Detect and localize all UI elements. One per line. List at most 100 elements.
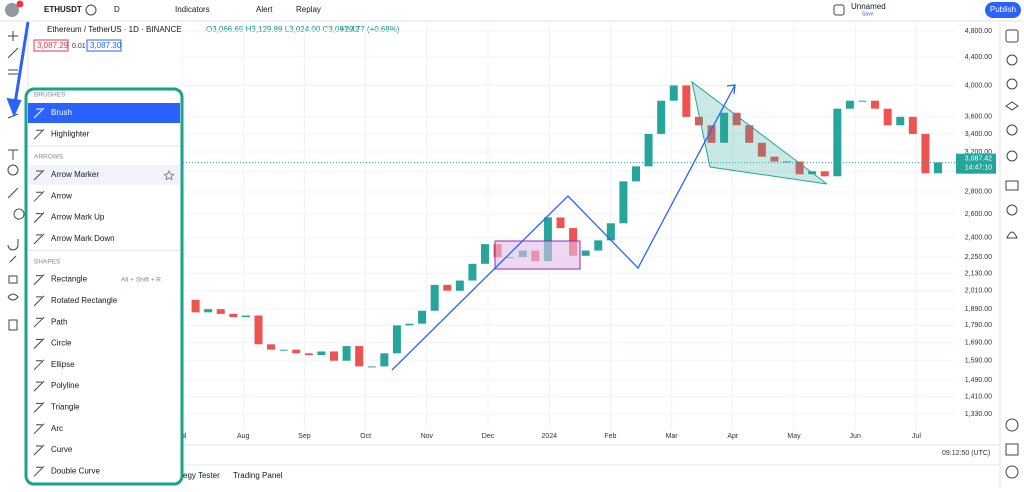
tool-icon xyxy=(33,274,45,285)
bid-box[interactable] xyxy=(33,39,69,52)
price-tick-label: 1,330.00 xyxy=(965,411,992,418)
favorite-star[interactable] xyxy=(163,169,175,181)
countdown: 14:47:10 xyxy=(965,165,992,172)
tool-item[interactable]: Arrow Mark Down xyxy=(51,234,115,243)
time-tick-label: Oct xyxy=(360,433,371,440)
candle xyxy=(858,100,867,102)
candle xyxy=(921,133,930,174)
price-chart: 4,800.00 4,400.00 4,000.00 3,600.00 3,400.00… xyxy=(178,22,996,440)
tool-item[interactable]: Rectangle xyxy=(51,275,88,284)
candle xyxy=(657,100,666,134)
candle xyxy=(883,108,892,126)
price-tick-label: 2,010.00 xyxy=(965,288,992,295)
candle xyxy=(241,315,250,318)
candle xyxy=(468,263,477,281)
indicators-btn[interactable]: Indicators xyxy=(175,5,210,14)
interval[interactable]: D xyxy=(114,5,120,14)
add-symbol[interactable] xyxy=(85,4,97,16)
candle xyxy=(934,162,942,174)
candle xyxy=(820,171,829,177)
tool-icon xyxy=(33,402,45,413)
price-tick-label: 1,490.00 xyxy=(965,377,992,384)
candle xyxy=(669,85,678,101)
tool-item[interactable]: Arrow Marker xyxy=(51,170,99,179)
tool-icon xyxy=(33,190,45,202)
candle xyxy=(229,313,238,318)
candle xyxy=(304,353,313,356)
candle xyxy=(632,166,640,182)
triangle-drawing[interactable] xyxy=(691,80,828,185)
change: +20.77 (+0.68%) xyxy=(340,25,400,34)
layout-status: Save xyxy=(862,11,874,17)
candle xyxy=(380,353,389,367)
price-tick-label: 3,200.00 xyxy=(965,149,992,156)
candle xyxy=(732,112,741,126)
price-tick-label: 1,790.00 xyxy=(965,322,992,329)
bottom-tab[interactable]: egy Tester xyxy=(183,471,220,480)
publish-btn[interactable] xyxy=(985,2,1021,18)
tool-item[interactable]: Ellipse xyxy=(51,360,75,369)
section-title: SHAPES xyxy=(34,258,61,265)
annotation-arrow xyxy=(12,21,30,111)
tool-item[interactable]: Double Curve xyxy=(51,466,100,475)
tool-item[interactable]: Arc xyxy=(51,424,63,433)
tool-item[interactable]: Rotated Rectangle xyxy=(51,296,118,305)
path-drawing[interactable] xyxy=(391,84,736,371)
tool-icon xyxy=(33,169,45,181)
time-tick-label: Jun xyxy=(850,433,861,440)
price-tick-label: 2,400.00 xyxy=(965,235,992,242)
shortcut: Alt + Shift + R xyxy=(121,276,161,283)
tool-icon xyxy=(33,359,45,371)
candle xyxy=(443,284,452,291)
price-tick-label: 2,130.00 xyxy=(965,270,992,277)
price-tick-label: 3,600.00 xyxy=(965,114,992,121)
candle xyxy=(644,133,653,167)
tool-icon xyxy=(33,465,45,477)
candle xyxy=(707,125,716,143)
tool-icon xyxy=(33,295,45,307)
time-tick-label: Dec xyxy=(482,433,495,440)
alert-btn[interactable]: Alert xyxy=(256,5,273,14)
time-tick-label: Feb xyxy=(604,433,616,440)
tool-item[interactable]: Arrow xyxy=(51,191,72,200)
candle xyxy=(367,366,376,368)
tool-item[interactable]: Triangle xyxy=(51,403,80,412)
ohlc: O3,066.65 H3,129.89 L3,024.00 C3,087.42 xyxy=(206,25,360,34)
last-price-tag xyxy=(956,153,996,174)
candle xyxy=(355,346,364,367)
tool-item[interactable]: Curve xyxy=(51,445,73,454)
time-tick-label: Mar xyxy=(666,433,679,440)
ask-box[interactable] xyxy=(86,39,122,52)
price-tick-label: 3,400.00 xyxy=(965,131,992,138)
candle xyxy=(405,323,414,326)
avatar[interactable] xyxy=(5,3,19,17)
tool-item[interactable]: Brush xyxy=(51,108,72,117)
candle xyxy=(682,85,691,117)
tool-menu: BRUSHES Brush Highlighter ARROWS Arrow Marke… xyxy=(24,87,184,486)
tool-icon xyxy=(33,444,45,456)
symbol[interactable]: ETHUSDT xyxy=(44,5,82,14)
bottom-tab[interactable]: Trading Panel xyxy=(233,471,283,480)
tool-item[interactable]: Polyline xyxy=(51,381,80,390)
last-price-label: 3,087.42 xyxy=(965,156,992,163)
tool-item[interactable]: Path xyxy=(51,317,67,326)
candle xyxy=(581,250,590,256)
tool-item[interactable]: Highlighter xyxy=(51,129,90,138)
spread: 0.01 xyxy=(72,43,86,50)
time-tick-label: Nov xyxy=(421,433,434,440)
tool-icon xyxy=(33,128,45,140)
left-tools xyxy=(7,31,25,331)
candle xyxy=(317,351,326,356)
replay-btn[interactable]: Replay xyxy=(296,5,321,14)
tool-item[interactable]: Circle xyxy=(51,339,72,348)
tool-icon xyxy=(33,316,45,328)
layout-name[interactable]: Unnamed xyxy=(851,2,886,11)
right-tools xyxy=(1005,29,1019,479)
tool-icon xyxy=(33,107,45,119)
layout-icon[interactable] xyxy=(833,4,845,16)
publish-label[interactable]: Publish xyxy=(990,5,1016,14)
tool-item[interactable]: Arrow Mark Up xyxy=(51,213,105,222)
candle xyxy=(392,325,401,354)
candle xyxy=(908,116,917,134)
